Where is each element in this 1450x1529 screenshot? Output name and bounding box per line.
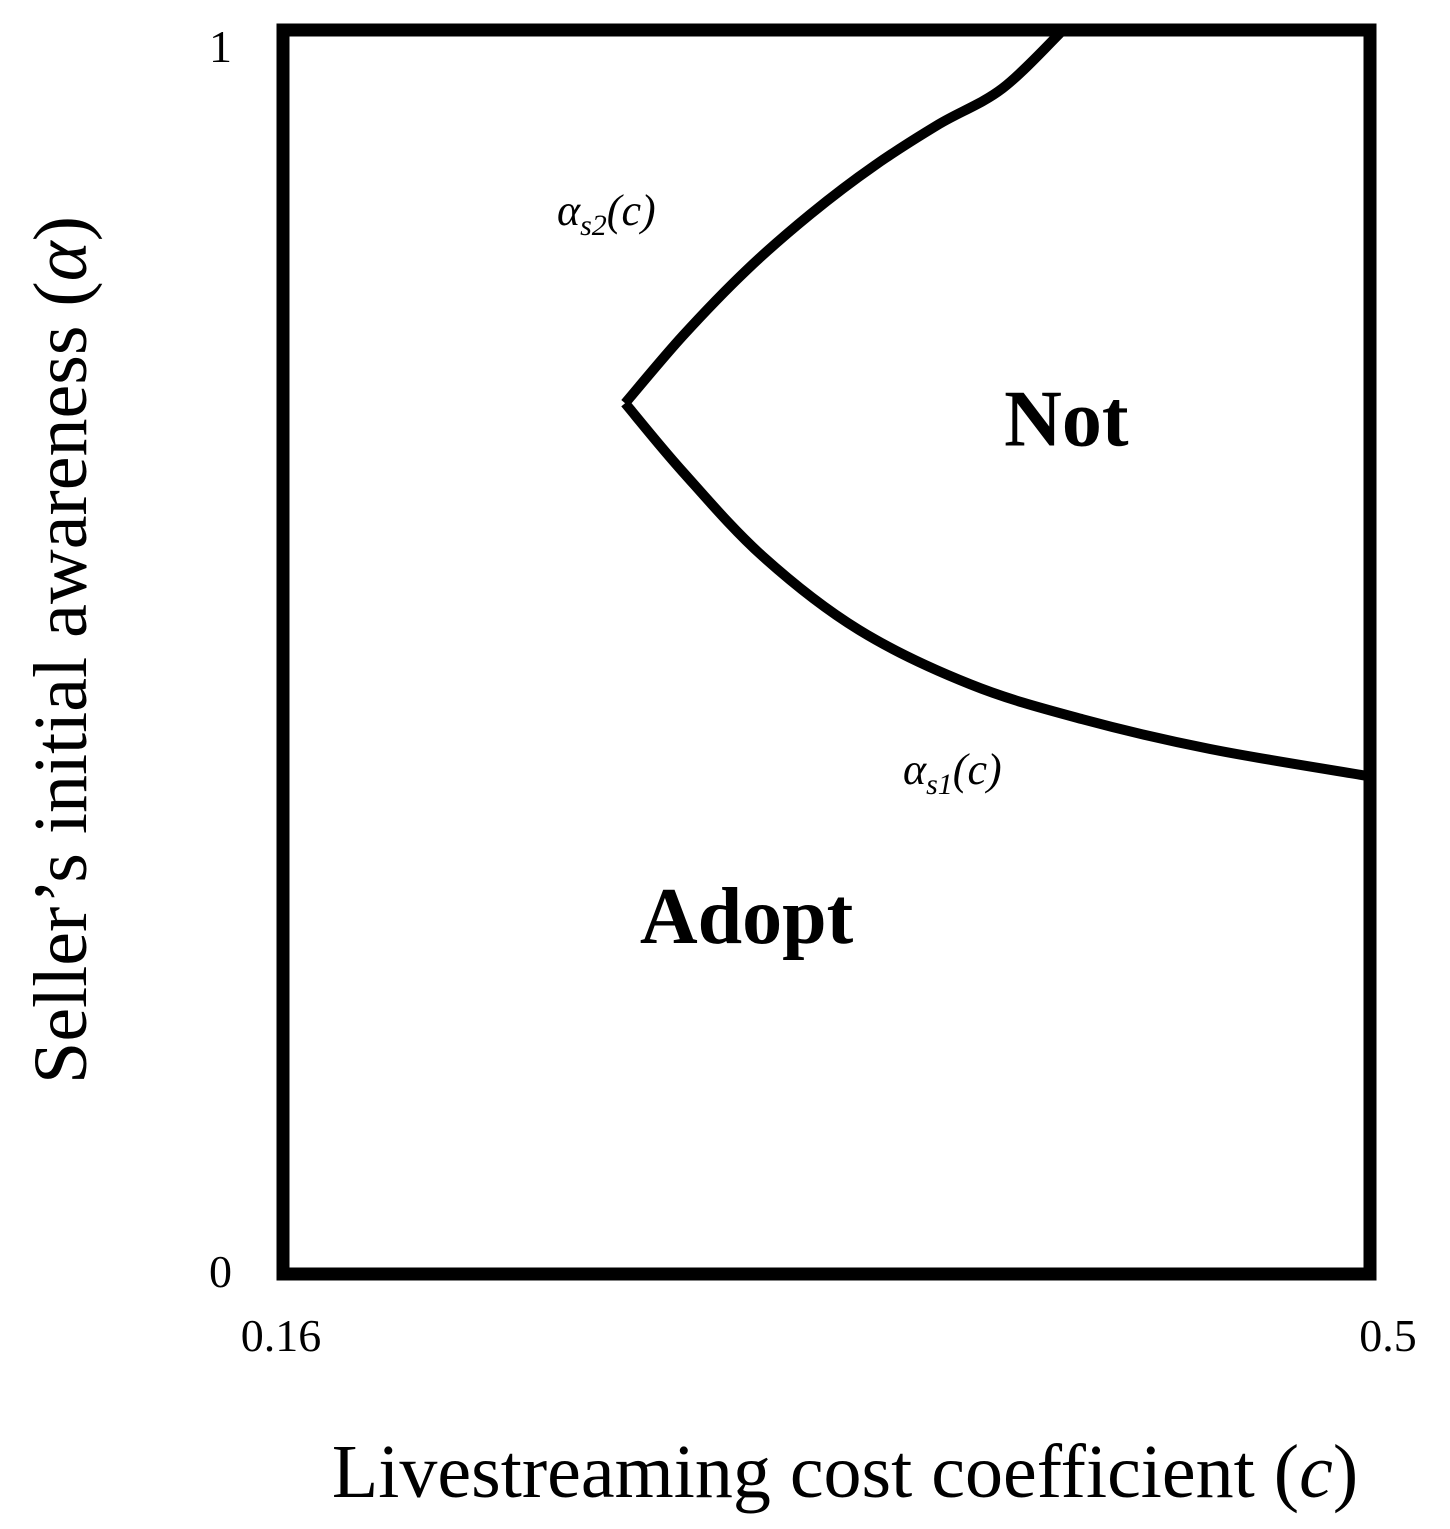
x-axis-title: Livestreaming cost coefficient (c): [332, 1430, 1358, 1514]
y-tick-label-max: 1: [209, 21, 232, 72]
curve-label-alpha-s1: αs1(c): [903, 745, 1002, 801]
y-axis-symbol: α: [19, 239, 103, 281]
region-label-not: Not: [1004, 376, 1129, 464]
y-tick-label-min: 0: [209, 1246, 232, 1297]
y-axis-title: Seller’s initial awareness (α): [19, 216, 103, 1084]
y-axis-title-text: Seller’s initial awareness: [19, 326, 103, 1084]
curve-alpha-s2: [621, 26, 1067, 407]
curve-alpha-s1: [621, 399, 1371, 782]
x-axis-title-close-paren: ): [1333, 1430, 1358, 1514]
x-axis-symbol: c: [1299, 1430, 1333, 1514]
y-axis-title-close-paren: ): [19, 216, 103, 241]
region-label-adopt: Adopt: [640, 873, 854, 961]
curve-label-alpha-s2-sub: s2: [580, 209, 607, 242]
x-axis-title-text: Livestreaming cost coefficient: [332, 1430, 1255, 1514]
curve-label-alpha-s2-main: α: [557, 186, 581, 235]
curve-label-alpha-s2-arg: (c): [607, 186, 656, 235]
x-tick-label-max: 0.5: [1359, 1310, 1417, 1361]
y-axis-title-open-paren: (: [19, 281, 103, 306]
plot-area-frame: [276, 23, 1377, 1281]
curve-label-alpha-s2: αs2(c): [557, 186, 656, 242]
x-axis-title-open-paren: (: [1274, 1430, 1299, 1514]
x-tick-label-min: 0.16: [241, 1310, 322, 1361]
curve-label-alpha-s1-main: α: [903, 745, 927, 794]
curve-label-alpha-s1-arg: (c): [953, 745, 1002, 794]
curve-label-alpha-s1-sub: s1: [926, 768, 953, 801]
